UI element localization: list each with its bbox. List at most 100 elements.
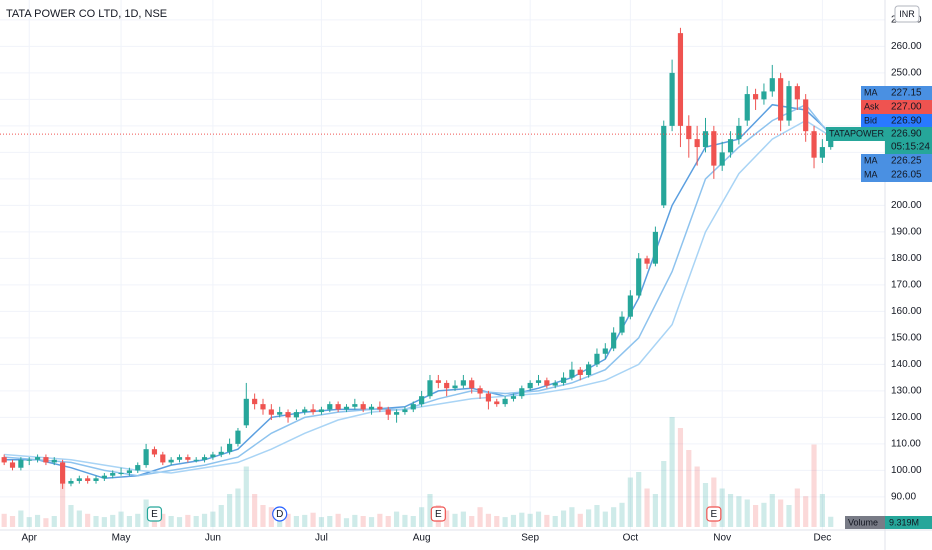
currency-box: [894, 5, 920, 23]
candle-body: [494, 401, 500, 405]
volume-bar: [419, 507, 425, 527]
volume-bar: [302, 514, 308, 527]
volume-bar: [368, 517, 375, 527]
badge-value: 227.15: [891, 88, 922, 99]
candle-body: [736, 125, 742, 140]
candle-body: [34, 457, 41, 460]
candle-body: [611, 332, 617, 349]
y-tick-label: 260.00: [891, 41, 922, 52]
volume-bar: [327, 516, 333, 527]
badge-name: Ask: [864, 101, 880, 111]
badge-value-box: [885, 154, 932, 168]
volume-bar: [669, 417, 675, 527]
candle-body: [552, 382, 558, 386]
y-tick-label: 190.00: [891, 227, 922, 238]
candle-body: [377, 406, 383, 410]
event-label: E: [711, 509, 718, 520]
badge-value-box: [885, 86, 932, 100]
candle-body: [118, 473, 124, 475]
candle-body: [460, 380, 466, 386]
volume-bar: [753, 505, 759, 527]
event-label: E: [151, 509, 158, 520]
candle-body: [477, 388, 483, 394]
volume-bar: [636, 472, 642, 527]
candle-body: [85, 478, 91, 481]
volume-bar: [9, 516, 16, 527]
volume-bar: [252, 494, 258, 527]
candle-body: [160, 454, 166, 463]
candle-body: [327, 404, 333, 410]
volume-value: 9.319M: [889, 517, 919, 527]
volume-bar: [527, 513, 533, 527]
candle-body: [393, 412, 400, 415]
candle-body: [335, 404, 341, 410]
candle-body: [644, 258, 650, 264]
y-tick-label: 100.00: [891, 465, 922, 476]
volume-bar: [794, 488, 800, 527]
volume-bar: [444, 510, 450, 527]
volume-bar: [26, 517, 32, 527]
candle-body: [519, 388, 525, 397]
candle-body: [619, 316, 625, 333]
candle-body: [586, 364, 592, 375]
volume-bar: [510, 514, 517, 527]
candle-body: [318, 409, 325, 413]
volume-bar: [60, 483, 66, 527]
volume-bar: [85, 513, 91, 527]
candle-body: [101, 475, 107, 479]
price-axis: 90.00 100.00 110.00 120.00 130.00 140.00 150.0…: [21, 5, 932, 544]
event-label: D: [276, 509, 283, 520]
candle-body: [1, 457, 7, 463]
candle-body: [594, 353, 600, 365]
volume-bar: [803, 496, 809, 527]
y-tick-label: 140.00: [891, 359, 922, 370]
candle-body: [26, 459, 32, 461]
badge-value-box: [885, 100, 932, 114]
badge-name-box: [861, 86, 885, 100]
chart-title: TATA POWER CO LTD, 1D, NSE: [6, 8, 167, 20]
volume-bar: [227, 494, 233, 527]
volume-value-box: [885, 516, 932, 529]
candle-body: [268, 409, 274, 415]
volume-bar: [769, 494, 775, 527]
volume-bar: [360, 516, 366, 527]
candle-body: [218, 451, 224, 455]
badge-name: Bid: [864, 115, 877, 125]
event-marker: [272, 506, 288, 522]
candle-body: [577, 369, 583, 375]
candle-body: [569, 369, 575, 378]
event-marker: [430, 506, 446, 522]
x-tick-label: Oct: [623, 533, 639, 544]
volume-bar: [569, 507, 575, 527]
y-tick-label: 90.00: [891, 492, 916, 503]
candle-body: [260, 404, 266, 410]
x-tick-label: May: [112, 533, 131, 544]
x-tick-label: Dec: [813, 533, 831, 544]
volume-bar: [786, 505, 792, 527]
badge-name-box: [861, 168, 885, 182]
volume-bar: [452, 513, 458, 527]
candle-body: [661, 125, 667, 206]
volume-bar: [535, 511, 542, 527]
volume-bar: [702, 483, 709, 527]
y-tick-label: 150.00: [891, 333, 922, 344]
volume-bar: [260, 505, 266, 527]
y-tick-label: 180.00: [891, 253, 922, 264]
volume-bar: [761, 502, 767, 527]
candle-body: [544, 380, 550, 386]
volume-bar: [611, 507, 617, 527]
badge-countdown: 05:15:24: [891, 142, 930, 153]
volume-bar: [711, 477, 717, 527]
candle-body: [794, 86, 800, 100]
candle-body: [135, 465, 141, 471]
candle-body: [9, 462, 16, 468]
x-tick-label: Apr: [21, 533, 37, 544]
candle-body: [803, 99, 809, 132]
volume-bar: [126, 516, 132, 527]
badge-name-box: [861, 114, 885, 128]
candle-body: [227, 443, 233, 452]
x-tick-label: Aug: [413, 533, 431, 544]
volume-bar: [811, 444, 817, 527]
